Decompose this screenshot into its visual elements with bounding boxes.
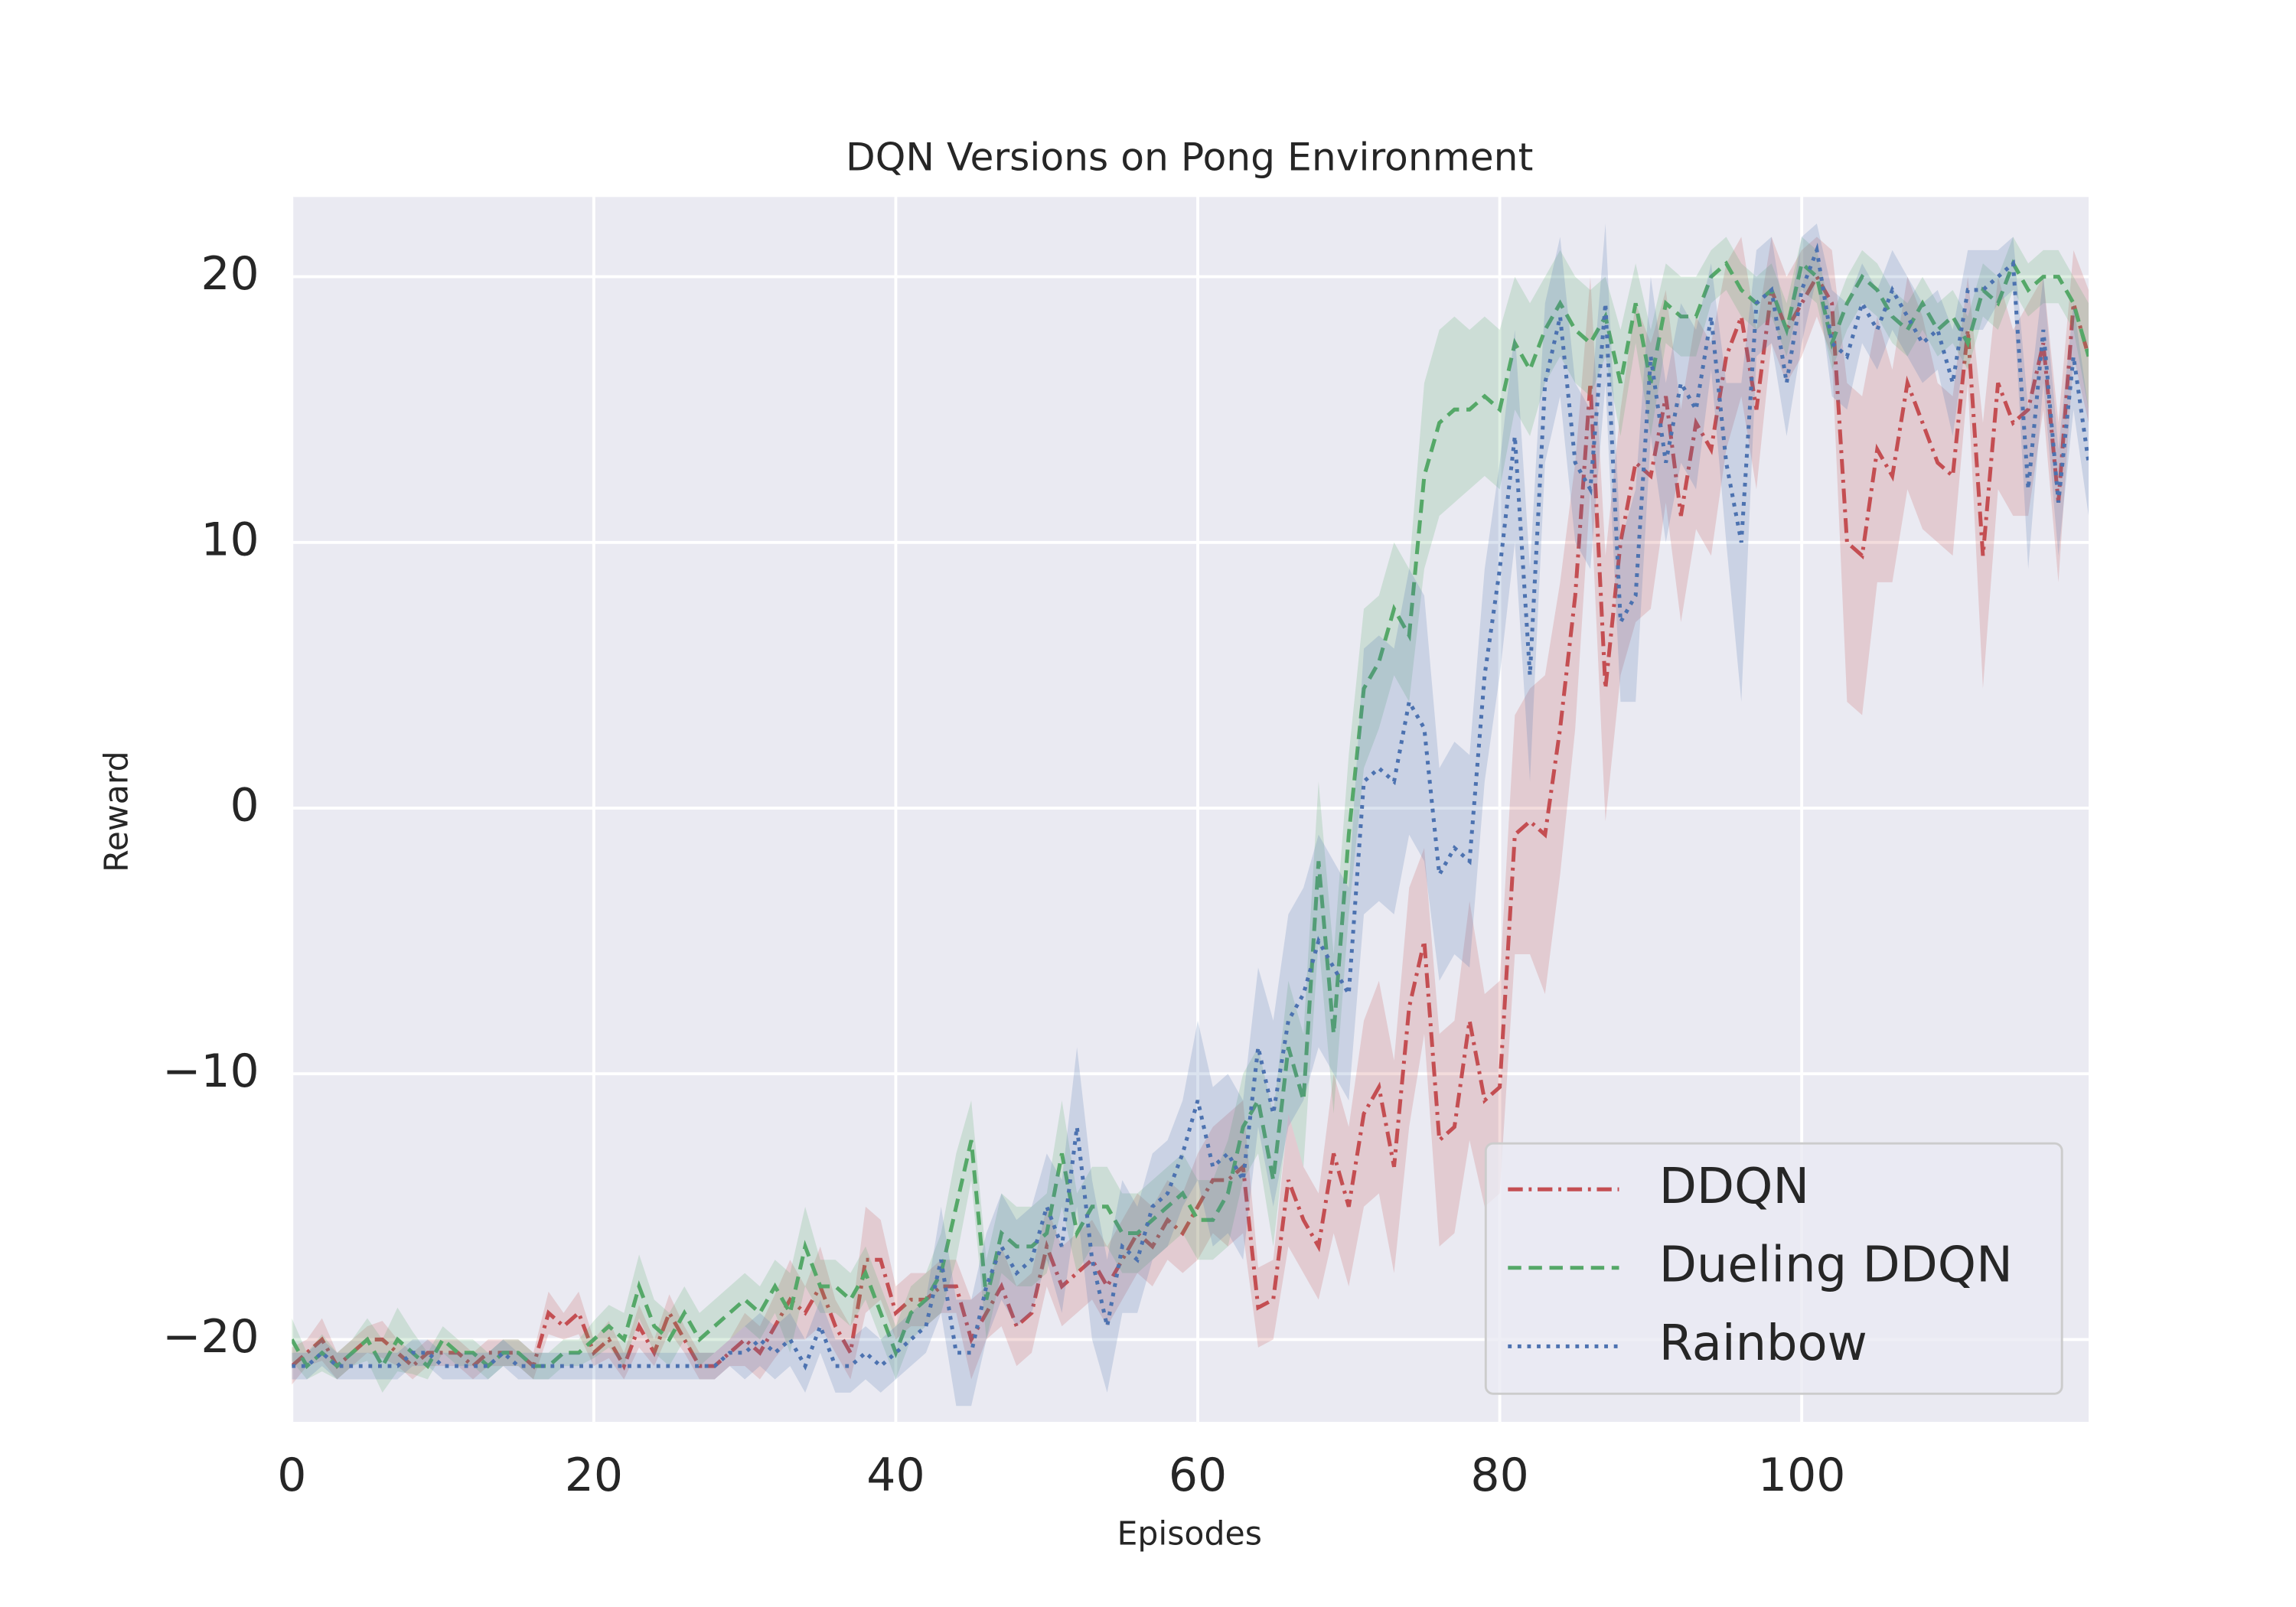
series-line bbox=[292, 243, 2089, 1371]
y-tick-label: −10 bbox=[162, 1045, 259, 1098]
legend-label: Dueling DDQN bbox=[1659, 1237, 2013, 1293]
y-axis-label: Reward bbox=[97, 751, 135, 872]
x-tick-label: 40 bbox=[866, 1449, 925, 1502]
x-tick-label: 100 bbox=[1758, 1449, 1846, 1502]
series-line bbox=[292, 272, 2089, 1371]
legend-box bbox=[1484, 1142, 2063, 1395]
x-tick-label: 80 bbox=[1470, 1449, 1528, 1502]
series-line bbox=[292, 259, 2089, 1371]
y-tick-label: 0 bbox=[230, 779, 259, 833]
error-band bbox=[292, 236, 2089, 1385]
chart-title: DQN Versions on Pong Environment bbox=[846, 135, 1533, 180]
legend-label: Rainbow bbox=[1659, 1315, 1867, 1372]
y-tick-label: 10 bbox=[201, 513, 259, 566]
x-axis-label: Episodes bbox=[1117, 1515, 1261, 1553]
legend-label: DDQN bbox=[1659, 1159, 1809, 1215]
x-tick-label: 0 bbox=[277, 1449, 306, 1502]
y-tick-label: 20 bbox=[201, 247, 259, 301]
y-tick-label: −20 bbox=[162, 1310, 259, 1364]
error-band bbox=[292, 236, 2089, 1393]
x-tick-label: 20 bbox=[565, 1449, 623, 1502]
x-tick-label: 60 bbox=[1169, 1449, 1227, 1502]
